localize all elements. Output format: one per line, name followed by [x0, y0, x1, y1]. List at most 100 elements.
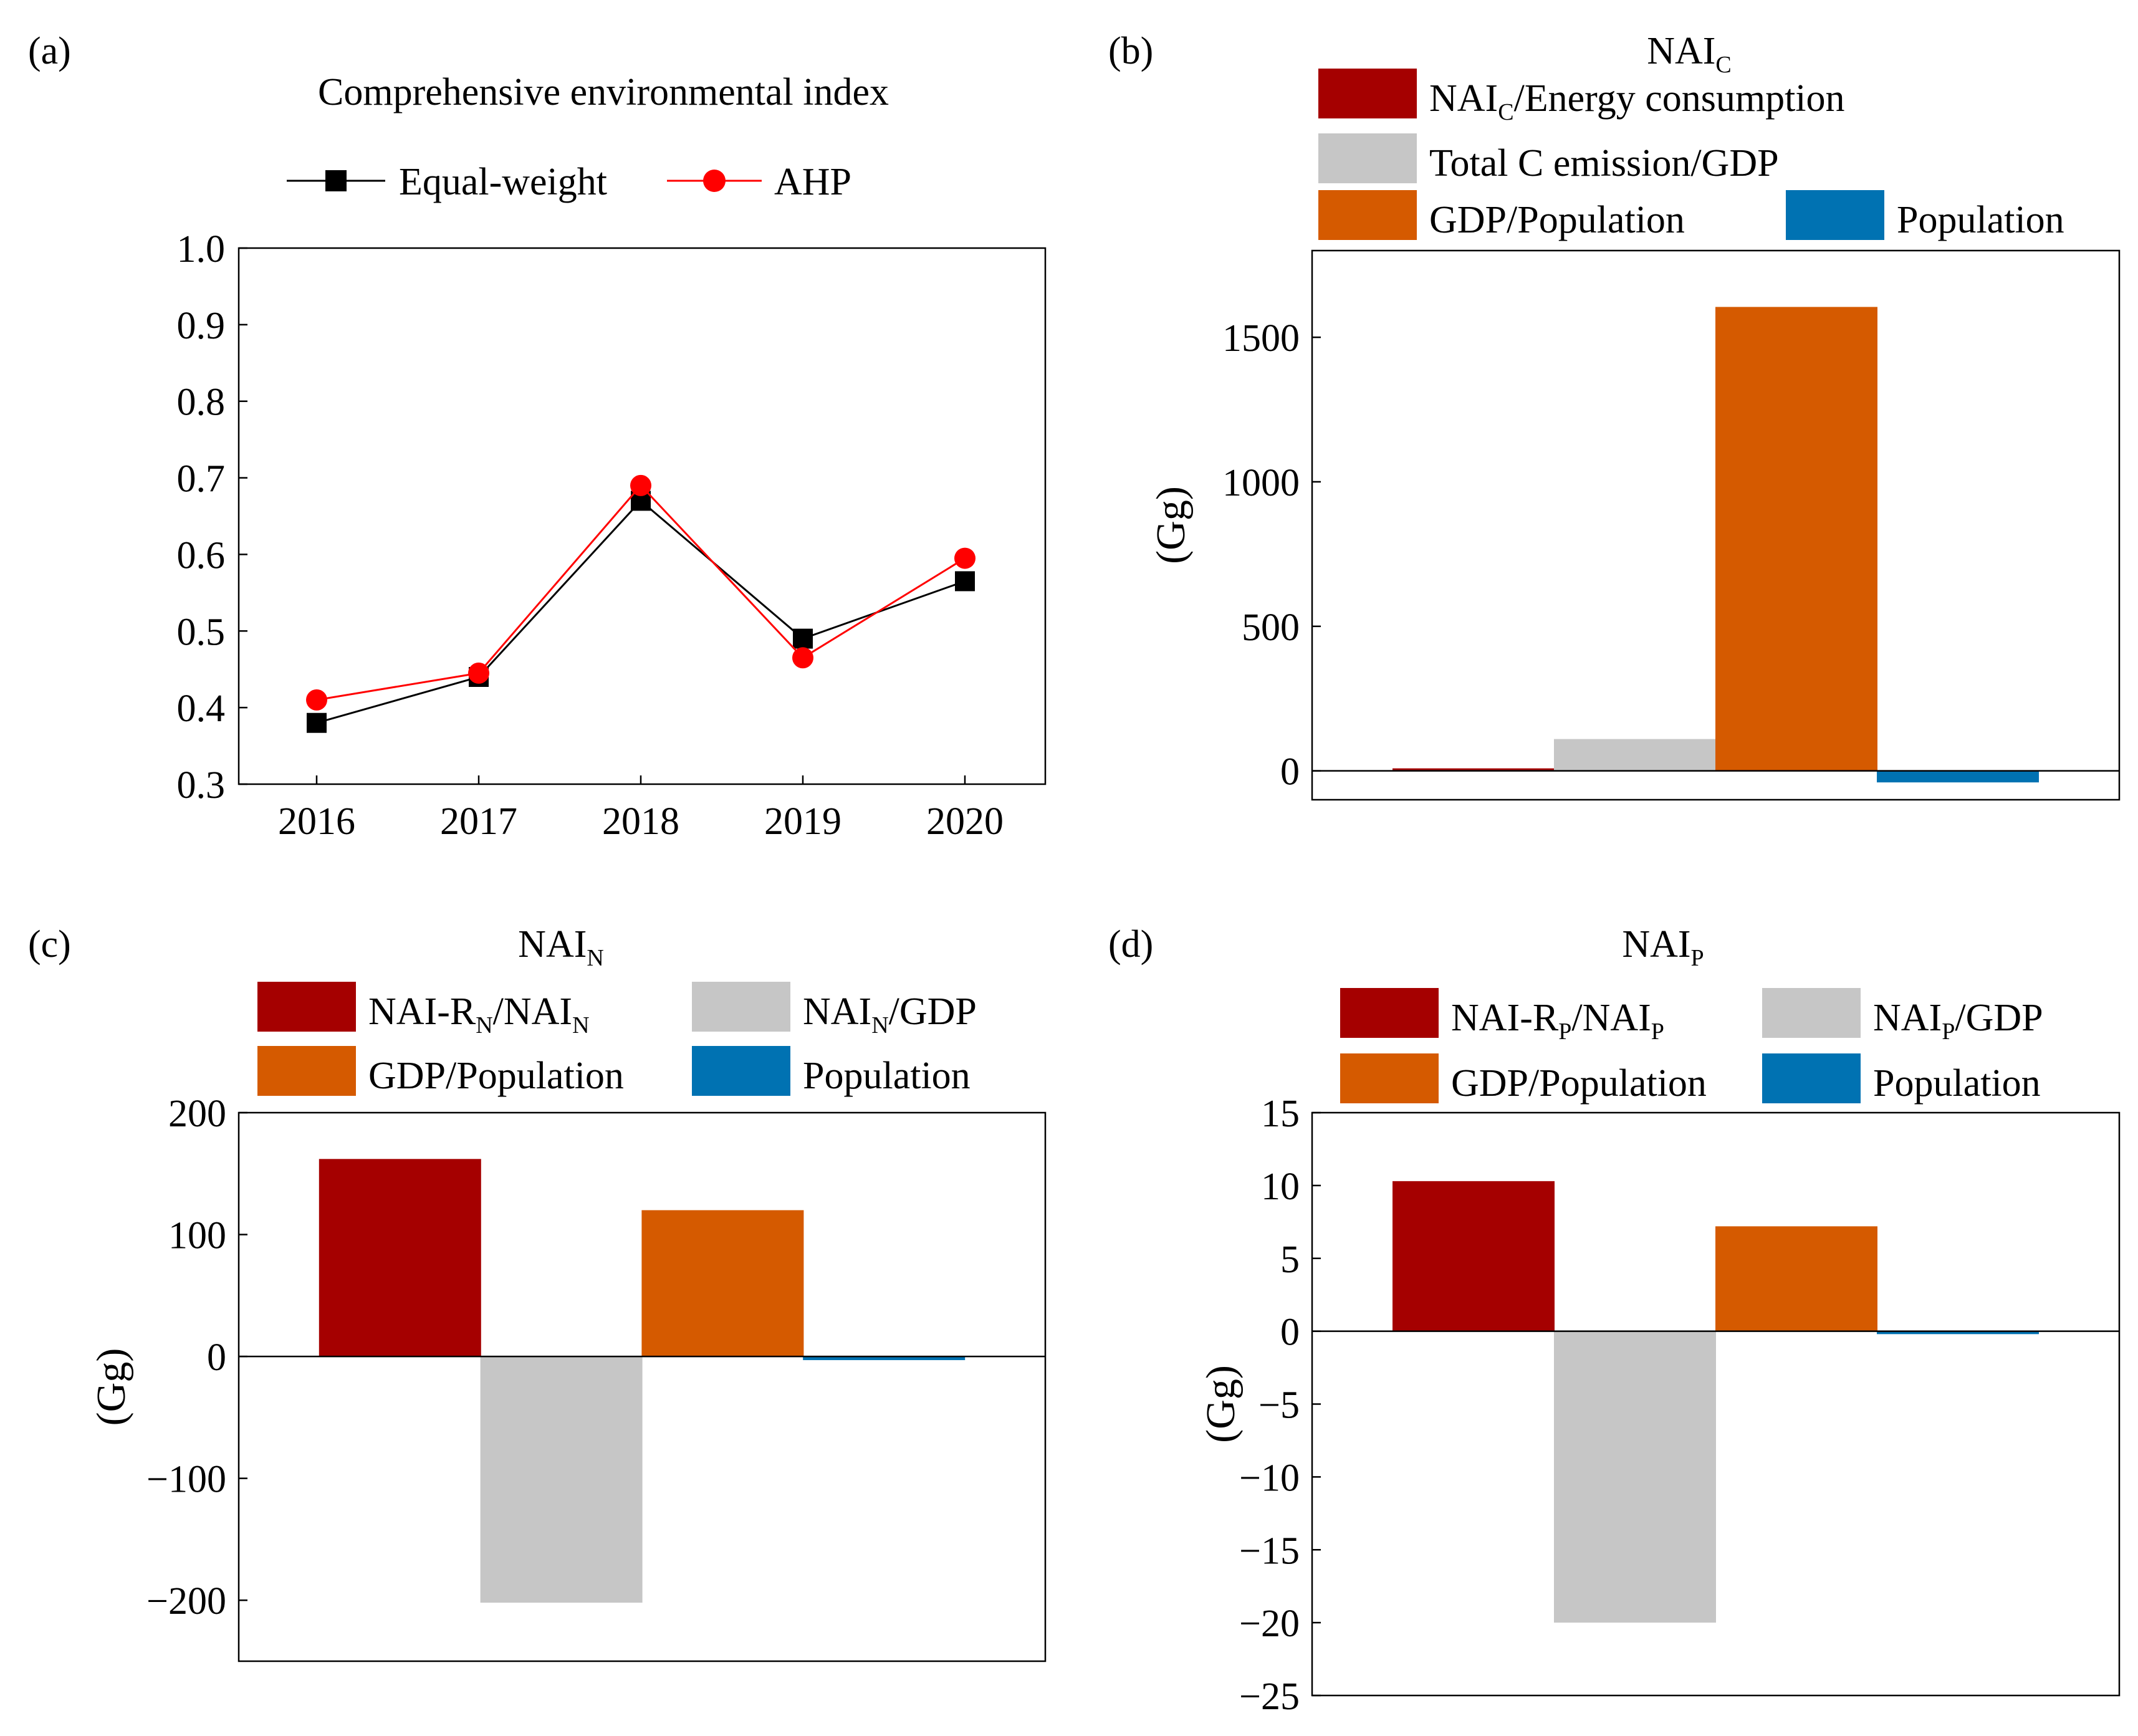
plot-frame	[1311, 249, 2121, 801]
y-tick-label: 15	[1261, 1093, 1300, 1135]
bar-1	[319, 1159, 481, 1357]
y-axis-label: (Gg)	[89, 1348, 134, 1426]
legend-label-part: Population	[1897, 199, 2064, 241]
panel-label: (c)	[28, 923, 71, 966]
chart-title: NAIN	[518, 923, 604, 971]
legend-label-part: Population	[803, 1055, 971, 1097]
y-tick-label: −15	[1239, 1530, 1300, 1572]
bar-2	[480, 1356, 643, 1603]
legend-label-part: Total C emission/GDP	[1429, 142, 1779, 185]
legend-label: GDP/Population	[368, 1055, 624, 1097]
y-tick-label: −10	[1239, 1457, 1300, 1499]
legend-label: AHP	[774, 161, 851, 203]
y-tick-label: −100	[146, 1459, 226, 1501]
y-tick-label: −25	[1239, 1676, 1300, 1718]
legend-label-part: NAI	[1873, 997, 1942, 1039]
legend-label-part: N	[572, 1012, 589, 1038]
legend-label-part: NAI-R	[1451, 997, 1559, 1039]
legend-swatch	[692, 1046, 790, 1096]
legend-swatch	[1762, 1053, 1861, 1103]
legend-swatch	[1340, 988, 1439, 1038]
legend-marker-square	[325, 170, 347, 191]
legend-label-part: NAI	[1429, 77, 1498, 120]
data-point-circle	[468, 662, 489, 684]
chart-title-part: C	[1715, 52, 1731, 78]
chart-title-part: P	[1691, 945, 1704, 971]
legend-label: NAI-RN/NAIN	[368, 990, 590, 1038]
legend-swatch	[257, 982, 356, 1032]
bar-3	[1715, 1226, 1877, 1331]
y-tick-label: 0	[1280, 1312, 1300, 1354]
y-tick-label: 0	[207, 1336, 226, 1379]
legend-label-part: /GDP	[889, 990, 977, 1033]
panel-a: (a) Comprehensive environmental index Equa…	[28, 30, 1047, 843]
y-tick-label: 0.7	[177, 458, 226, 501]
legend-label-part: GDP/Population	[1451, 1062, 1707, 1105]
y-tick-label: 1.0	[177, 228, 226, 271]
chart-title: NAIP	[1622, 923, 1704, 971]
legend-label-part: /NAI	[493, 990, 572, 1033]
x-tick-label: 2019	[764, 800, 841, 843]
legend-label: NAIN/GDP	[803, 990, 977, 1038]
bar-3	[641, 1210, 804, 1357]
y-tick-label: 0.5	[177, 611, 226, 653]
legend-label-part: GDP/Population	[1429, 199, 1685, 241]
plot-frame	[237, 1111, 1047, 1662]
data-point-circle	[792, 647, 813, 669]
legend-label-part: N	[476, 1012, 492, 1038]
panel-label: (a)	[28, 30, 71, 72]
y-axis-label: (Gg)	[1148, 486, 1194, 564]
y-tick-label: 1000	[1222, 462, 1300, 504]
legend-swatch	[257, 1046, 356, 1096]
x-tick-label: 2020	[926, 800, 1004, 843]
legend-label-part: NAI-R	[368, 990, 476, 1033]
legend-label: Population	[803, 1055, 971, 1097]
series-line-equal-weight	[316, 499, 966, 724]
bar-1	[1393, 768, 1555, 771]
legend-label: GDP/Population	[1451, 1062, 1707, 1105]
legend-label: NAIP/GDP	[1873, 997, 2043, 1045]
y-tick-label: 0.9	[177, 305, 226, 347]
y-tick-label: 0	[1280, 751, 1300, 794]
chart-title: NAIC	[1647, 30, 1732, 78]
legend-label-part: P	[1558, 1019, 1571, 1045]
series-line-ahp	[316, 484, 966, 701]
legend-swatch	[1318, 69, 1417, 118]
legend-label: Total C emission/GDP	[1429, 142, 1779, 185]
bar-2	[1554, 1331, 1716, 1623]
chart-title-part: NAI	[518, 923, 587, 966]
chart-title-part: NAI	[1647, 30, 1715, 72]
legend-label-part: N	[871, 1012, 888, 1038]
legend-label-part: /Energy consumption	[1514, 77, 1845, 120]
y-tick-label: 0.3	[177, 764, 226, 807]
legend-label-part: NAI	[803, 990, 871, 1033]
y-tick-label: −20	[1239, 1603, 1300, 1645]
bar-4	[1877, 770, 2039, 783]
y-tick-label: 5	[1280, 1239, 1300, 1281]
legend-marker-circle	[703, 170, 726, 192]
legend-label-part: /GDP	[1955, 997, 2043, 1039]
y-axis-label: (Gg)	[1198, 1365, 1244, 1443]
legend-label: NAI-RP/NAIP	[1451, 997, 1664, 1045]
y-tick-label: 0.8	[177, 381, 226, 424]
plot-frame	[237, 247, 1047, 785]
legend-label: Population	[1873, 1062, 2041, 1105]
y-tick-label: 200	[168, 1093, 226, 1135]
data-point-square	[793, 628, 813, 649]
panel-label: (d)	[1108, 923, 1153, 966]
bar-4	[1877, 1331, 2039, 1335]
data-point-circle	[306, 689, 327, 711]
legend-label-part: GDP/Population	[368, 1055, 624, 1097]
y-tick-label: −5	[1258, 1384, 1300, 1427]
bar-2	[1554, 739, 1716, 771]
legend-label-part: C	[1498, 99, 1513, 125]
y-tick-label: −200	[146, 1580, 226, 1623]
x-tick-label: 2017	[440, 800, 517, 843]
bar-3	[1715, 307, 1877, 771]
y-tick-label: 0.6	[177, 534, 226, 577]
legend-label-part: P	[1942, 1019, 1955, 1045]
panel-label: (b)	[1108, 30, 1153, 72]
